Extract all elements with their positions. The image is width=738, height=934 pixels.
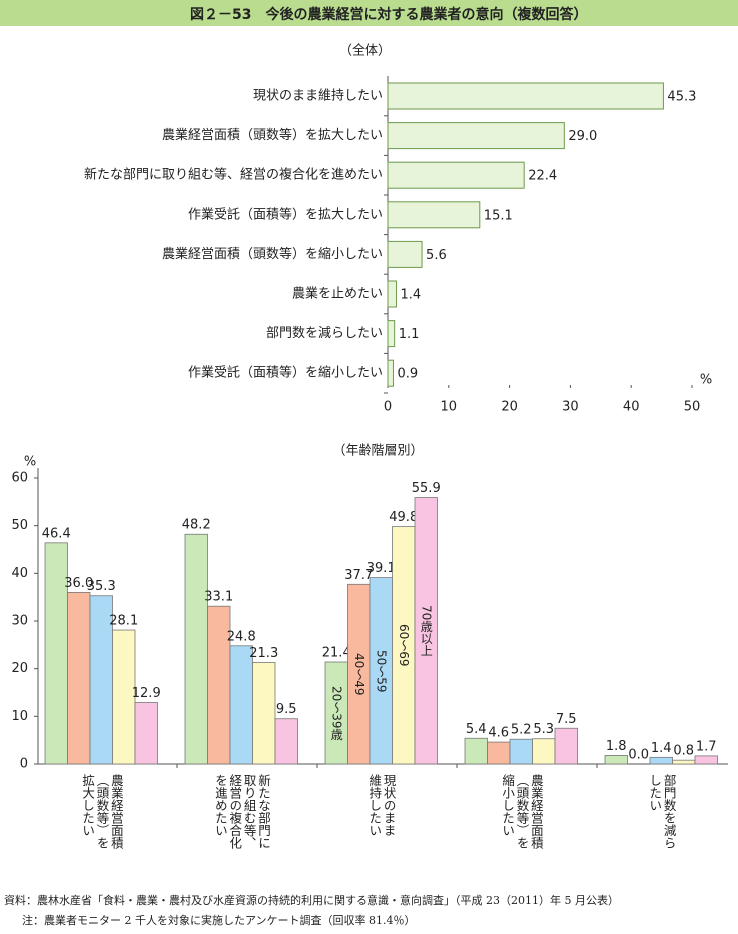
x-tick-label: 20 xyxy=(501,400,518,415)
bar xyxy=(387,280,398,308)
bar xyxy=(604,755,628,765)
series-label: 60～69 xyxy=(396,624,411,667)
value-label: 5.2 xyxy=(511,723,532,738)
value-label: 4.6 xyxy=(488,726,509,741)
value-label: 29.0 xyxy=(568,129,597,144)
bar xyxy=(229,645,253,765)
x-tick-label: 30 xyxy=(562,400,579,415)
y-tick-label: 新たな部門に取り組む等、経営の複合化を進めたい xyxy=(84,167,383,183)
bar xyxy=(554,727,578,765)
series-label: 20～39歳 xyxy=(329,685,344,741)
value-label: 1.7 xyxy=(696,739,717,754)
y-tick-label: 現状のまま維持したい xyxy=(253,89,383,104)
value-label: 45.3 xyxy=(667,90,696,105)
subtitle: （年齢階層別） xyxy=(332,444,423,459)
series-label: 40～49 xyxy=(351,652,366,696)
x-tick-label: 現状のまま 維持したい xyxy=(367,774,397,837)
bar xyxy=(134,702,158,765)
footnote: 注：農業者モニター 2 千人を対象に実施したアンケート調査（回収率 81.4％） xyxy=(22,914,416,927)
bar xyxy=(487,741,511,765)
bar xyxy=(672,759,696,765)
x-tick-label: 50 xyxy=(684,400,701,415)
x-tick-label: 部門数を減ら したい xyxy=(647,774,677,849)
bar xyxy=(252,662,276,765)
value-label: 36.0 xyxy=(64,576,93,591)
value-label: 21.4 xyxy=(322,645,351,660)
source-note: 資料：農林水産省「食料・農業・農村及び水産資源の持続的利用に関する意識・意向調査… xyxy=(4,894,619,907)
value-label: 35.3 xyxy=(87,579,116,594)
value-label: 24.8 xyxy=(227,629,256,644)
y-tick-label: 0 xyxy=(20,757,28,772)
value-label: 28.1 xyxy=(109,614,138,629)
y-tick-label: 20 xyxy=(11,661,28,676)
page-title: 図２－53 今後の農業経営に対する農業者の意向（複数回答） xyxy=(190,7,588,23)
bar xyxy=(387,201,481,229)
bar xyxy=(387,359,394,387)
bar xyxy=(387,320,396,348)
value-label: 46.4 xyxy=(42,526,71,541)
value-label: 7.5 xyxy=(556,712,577,727)
value-label: 5.3 xyxy=(533,722,554,737)
bar xyxy=(112,629,136,765)
value-label: 15.1 xyxy=(484,208,513,223)
bar xyxy=(387,122,565,150)
value-label: 48.2 xyxy=(182,518,211,533)
value-label: 55.9 xyxy=(412,481,441,496)
value-label: 39.1 xyxy=(367,561,396,576)
bar xyxy=(387,82,664,110)
value-label: 0.8 xyxy=(673,744,694,759)
y-tick-label: 部門数を減らしたい xyxy=(266,325,383,341)
axis-unit: % xyxy=(700,373,712,388)
subtitle: （全体） xyxy=(339,43,391,59)
value-label: 5.6 xyxy=(426,248,447,263)
x-tick-label: 農業経営面積 （頭数等）を 縮小したい xyxy=(500,774,544,849)
value-label: 1.4 xyxy=(651,741,672,756)
value-label: 12.9 xyxy=(132,686,161,701)
value-label: 0.9 xyxy=(397,367,418,382)
x-tick-label: 0 xyxy=(384,400,392,415)
value-label: 21.3 xyxy=(249,646,278,661)
x-tick-label: 10 xyxy=(441,400,458,415)
bar xyxy=(694,755,718,765)
value-label: 0.0 xyxy=(628,748,649,763)
series-label: 50～59 xyxy=(374,649,389,693)
y-tick-label: 40 xyxy=(11,566,28,581)
y-tick-label: 60 xyxy=(11,471,28,486)
x-tick-label: 新たな部門に 取り組む等、 経営の複合化 を進めたい xyxy=(212,774,271,849)
value-label: 1.4 xyxy=(401,288,422,303)
value-label: 37.7 xyxy=(344,568,373,583)
y-tick-label: 10 xyxy=(11,709,28,724)
value-label: 49.8 xyxy=(389,510,418,525)
y-tick-label: 50 xyxy=(11,518,28,533)
x-tick-label: 40 xyxy=(623,400,640,415)
bar xyxy=(67,592,91,765)
value-label: 1.1 xyxy=(399,327,420,342)
value-label: 33.1 xyxy=(204,590,233,605)
value-label: 1.8 xyxy=(606,739,627,754)
value-label: 9.5 xyxy=(276,702,297,717)
bar xyxy=(532,738,556,765)
bar xyxy=(387,161,525,189)
axis-unit: % xyxy=(24,455,36,470)
y-tick-label: 30 xyxy=(11,614,28,629)
y-tick-label: 作業受託（面積等）を拡大したい xyxy=(188,206,383,222)
bar xyxy=(509,738,533,765)
bar xyxy=(387,240,423,268)
bar xyxy=(464,737,488,765)
value-label: 5.4 xyxy=(466,722,487,737)
series-label: 70歳以上 xyxy=(419,605,434,657)
y-tick-label: 農業を止めたい xyxy=(292,286,383,302)
x-tick-label: 農業経営面積 （頭数等）を 拡大したい xyxy=(80,774,124,849)
value-label: 22.4 xyxy=(528,169,557,184)
bar xyxy=(414,497,438,765)
y-tick-label: 作業受託（面積等）を縮小したい xyxy=(188,365,383,381)
y-tick-label: 農業経営面積（頭数等）を縮小したい xyxy=(162,246,383,262)
y-tick-label: 農業経営面積（頭数等）を拡大したい xyxy=(162,127,383,143)
bar xyxy=(184,533,208,765)
bar xyxy=(274,718,298,765)
bar xyxy=(649,756,673,765)
title-bar: 図２－53 今後の農業経営に対する農業者の意向（複数回答） xyxy=(0,0,738,26)
